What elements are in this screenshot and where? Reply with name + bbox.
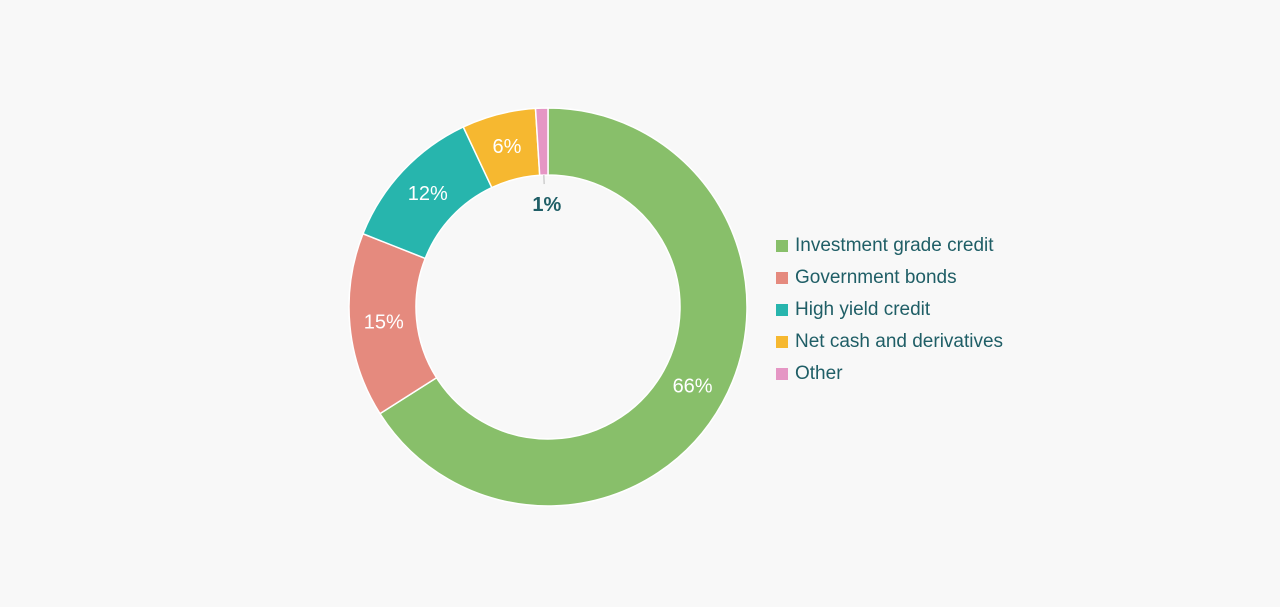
legend-swatch-net-cash-and-derivatives: [776, 336, 788, 348]
legend-item-investment-grade-credit[interactable]: Investment grade credit: [776, 230, 1003, 262]
legend-label: High yield credit: [795, 299, 931, 320]
chart-legend: Investment grade credit Government bonds…: [776, 230, 1003, 390]
legend-label: Government bonds: [795, 267, 957, 288]
legend-label: Other: [795, 363, 843, 384]
slice-investment-grade-credit[interactable]: [378, 107, 748, 507]
legend-item-high-yield-credit[interactable]: High yield credit: [776, 294, 1003, 326]
legend-label: Net cash and derivatives: [795, 331, 1004, 352]
legend-item-net-cash-and-derivatives[interactable]: Net cash and derivatives: [776, 326, 1003, 358]
slice-label-other: 1%: [532, 194, 561, 216]
legend-label: Investment grade credit: [795, 235, 994, 256]
legend-swatch-other: [776, 368, 788, 380]
slice-label-investment-grade-credit: 66%: [673, 375, 713, 397]
slice-labels: 66% 15% 12% 6% 1%: [364, 136, 713, 397]
legend-swatch-high-yield-credit: [776, 304, 788, 316]
donut-slices: [348, 107, 748, 507]
slice-other[interactable]: [534, 107, 549, 177]
legend-swatch-investment-grade-credit: [776, 240, 788, 252]
legend-item-other[interactable]: Other: [776, 358, 1003, 390]
legend-item-government-bonds[interactable]: Government bonds: [776, 262, 1003, 294]
slice-label-government-bonds: 15%: [364, 312, 404, 334]
slice-label-high-yield-credit: 12%: [408, 183, 448, 205]
legend-swatch-government-bonds: [776, 272, 788, 284]
slice-label-net-cash-and-derivatives: 6%: [493, 136, 522, 158]
